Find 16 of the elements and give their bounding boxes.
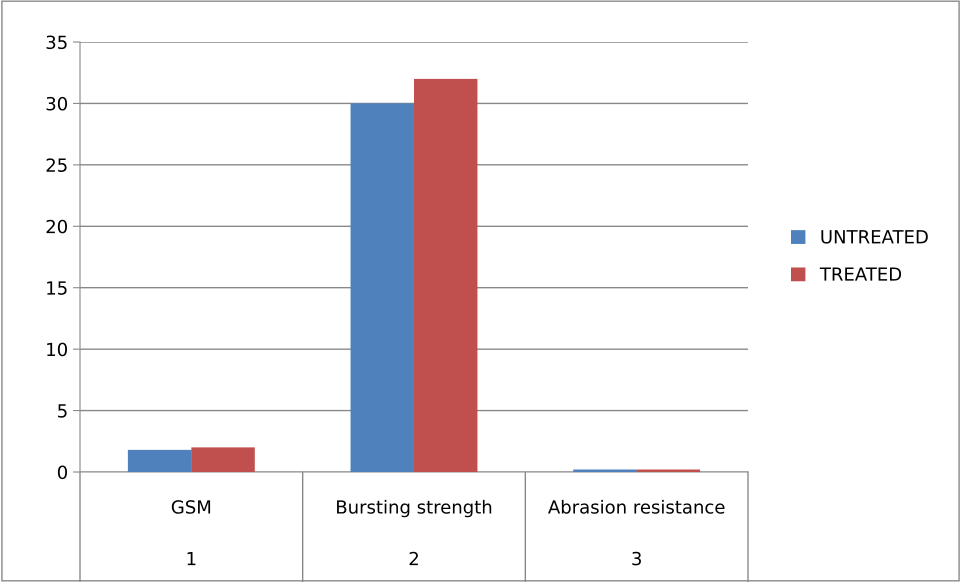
text: 3 [632, 552, 641, 566]
y-tick-label: 5 [58, 404, 67, 418]
y-tick-label: 25 [46, 158, 67, 172]
x-tick-label: Abrasion resistance [548, 500, 724, 514]
y-tick-label: 10 [47, 342, 67, 356]
y-tick-label: 20 [46, 220, 67, 234]
text: 2 [410, 552, 418, 566]
y-tick-label: 15 [47, 281, 67, 295]
y-tick-label: 30 [46, 96, 67, 111]
x-tick-label: GSM [172, 500, 210, 514]
text: 1 [188, 552, 196, 566]
y-tick-label: 35 [46, 35, 67, 50]
legend-label: UNTREATED [821, 230, 928, 244]
y-tick-label: 0 [58, 465, 67, 480]
x-tick-label: Bursting strength [337, 500, 492, 518]
legend-label: TREATED [820, 267, 902, 281]
